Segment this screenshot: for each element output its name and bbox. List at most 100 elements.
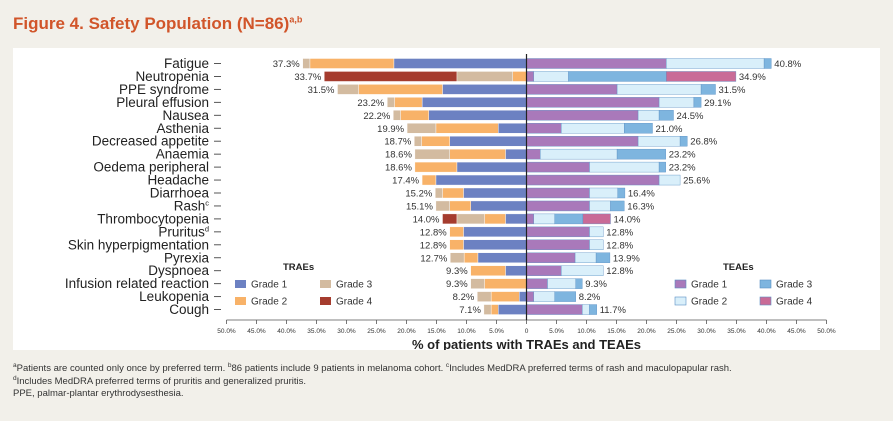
teae-bar-grade-2 xyxy=(658,97,695,108)
x-tick-label: 25.0% xyxy=(667,328,686,335)
trae-bar-grade-4 xyxy=(324,71,458,82)
category-label: Neutropenia xyxy=(135,69,209,84)
category-label-text: Cough xyxy=(169,302,209,317)
teae-bar-grade-2 xyxy=(561,265,604,276)
x-tick-label: 50.0% xyxy=(817,328,836,335)
trae-bar-grade-3 xyxy=(387,97,395,108)
category-label: Skin hyperpigmentation xyxy=(68,237,209,252)
teae-total-label: 12.8% xyxy=(606,227,633,238)
teae-bar-grade-1 xyxy=(526,58,667,69)
trae-total-label: 19.9% xyxy=(377,124,404,135)
category-label-text: Pleural effusion xyxy=(116,95,209,110)
trae-bar-grade-1 xyxy=(456,161,527,173)
x-tick-label: 20.0% xyxy=(637,328,656,335)
teae-bar-grade-1 xyxy=(526,71,534,82)
category-label-superscript: d xyxy=(205,224,209,233)
trae-total-label: 17.4% xyxy=(392,176,419,187)
teae-bar-grade-2 xyxy=(637,135,681,147)
category-label: Cough xyxy=(169,302,209,317)
category-label: Infusion related reaction xyxy=(65,276,209,291)
teae-bar-grade-1 xyxy=(526,278,548,289)
x-tick-label: 30.0% xyxy=(697,328,716,335)
category-label-text: Decreased appetite xyxy=(92,134,209,149)
trae-bar-grade-3 xyxy=(435,187,443,199)
category-label-text: Infusion related reaction xyxy=(65,276,209,291)
trae-bar-grade-1 xyxy=(442,84,527,95)
category-label-text: Rash xyxy=(174,198,206,213)
trae-bar-grade-1 xyxy=(393,58,527,69)
category-label-text: Pyrexia xyxy=(164,250,210,265)
teae-legend-label: Grade 2 xyxy=(691,297,728,308)
footnote-b-marker: b xyxy=(227,362,232,369)
trae-legend-label: Grade 2 xyxy=(251,297,288,308)
footnote-c-marker: c xyxy=(445,362,450,369)
category-label: Nausea xyxy=(162,108,209,123)
trae-bar-grade-2 xyxy=(309,58,395,69)
trae-bar-grade-3 xyxy=(477,291,492,302)
category-label-text: Pruritus xyxy=(158,224,205,239)
trae-bar-grade-3 xyxy=(337,84,359,95)
teae-total-label: 9.3% xyxy=(585,279,607,290)
footnote-b-text: 86 patients include 9 patients in melano… xyxy=(231,363,446,375)
trae-bar-grade-3 xyxy=(414,148,450,160)
trae-bar-grade-2 xyxy=(490,291,520,302)
trae-total-label: 31.5% xyxy=(308,85,335,96)
figure-title-superscript: a,b xyxy=(289,14,303,25)
x-tick-label: 40.0% xyxy=(757,328,776,335)
trae-total-label: 7.1% xyxy=(459,305,481,316)
teae-bar-grade-3 xyxy=(617,187,626,199)
trae-bar-grade-3 xyxy=(456,213,485,225)
teae-bar-grade-1 xyxy=(526,239,590,251)
trae-bar-grade-3 xyxy=(393,110,401,121)
trae-total-label: 14.0% xyxy=(413,214,440,225)
category-label-text: Skin hyperpigmentation xyxy=(68,237,209,252)
teae-bar-grade-1 xyxy=(526,148,541,160)
teae-bar-grade-1 xyxy=(526,252,576,263)
footnote-d-marker: d xyxy=(13,375,17,382)
trae-total-label: 18.6% xyxy=(385,163,412,174)
trae-legend-swatch xyxy=(235,280,246,288)
x-tick-label: 35.0% xyxy=(307,328,326,335)
trae-bar-grade-1 xyxy=(477,252,527,263)
category-label: Pleural effusion xyxy=(116,95,209,110)
teae-bar-grade-1 xyxy=(526,161,590,173)
trae-bar-grade-1 xyxy=(498,123,527,134)
category-label-text: Headache xyxy=(147,173,209,188)
trae-bar-grade-1 xyxy=(428,110,527,121)
trae-bar-grade-2 xyxy=(449,200,471,212)
category-label: Rashc xyxy=(174,198,210,213)
teae-bar-grade-1 xyxy=(526,187,590,199)
teae-total-label: 23.2% xyxy=(669,163,696,174)
trae-bar-grade-1 xyxy=(519,291,527,302)
trae-legend-swatch xyxy=(320,297,331,305)
teae-total-label: 11.7% xyxy=(600,305,627,316)
trae-total-label: 15.2% xyxy=(405,189,432,200)
trae-bar-grade-3 xyxy=(483,304,492,315)
x-tick-label: 5.0% xyxy=(549,328,564,335)
category-label: Anaemia xyxy=(156,147,210,162)
trae-total-label: 23.2% xyxy=(357,98,384,109)
trae-total-label: 9.3% xyxy=(446,266,468,277)
trae-legend-title: TRAEs xyxy=(283,262,314,273)
teae-bar-grade-1 xyxy=(526,84,618,95)
teae-bar-grade-2 xyxy=(582,304,590,315)
footnote-line-3: PPE, palmar-plantar erythrodysesthesia. xyxy=(13,388,184,399)
teae-bar-grade-3 xyxy=(658,161,666,173)
teae-total-label: 23.2% xyxy=(669,150,696,161)
trae-total-label: 12.8% xyxy=(420,227,447,238)
teae-legend-label: Grade 4 xyxy=(776,297,813,308)
teae-bar-grade-3 xyxy=(763,58,772,69)
teae-legend-swatch xyxy=(674,279,687,289)
teae-bar-grade-3 xyxy=(700,84,716,95)
teae-total-label: 40.8% xyxy=(774,59,801,70)
teae-bar-grade-2 xyxy=(533,291,555,302)
teae-total-label: 31.5% xyxy=(719,85,746,96)
trae-bar-grade-1 xyxy=(463,226,527,238)
trae-bar-grade-3 xyxy=(302,58,311,69)
trae-bar-grade-1 xyxy=(463,187,527,199)
footnote-line-2: dIncludes MedDRA preferred terms of prur… xyxy=(13,375,306,387)
category-label-text: Fatigue xyxy=(164,56,209,71)
category-label-text: Dyspnoea xyxy=(148,263,209,278)
chart-area: 50.0% 45.0% 40.0% 35.0% 30.0% 25.0% 20.0% 15.0%… xyxy=(13,48,880,350)
footnote-a-marker: a xyxy=(13,362,17,369)
